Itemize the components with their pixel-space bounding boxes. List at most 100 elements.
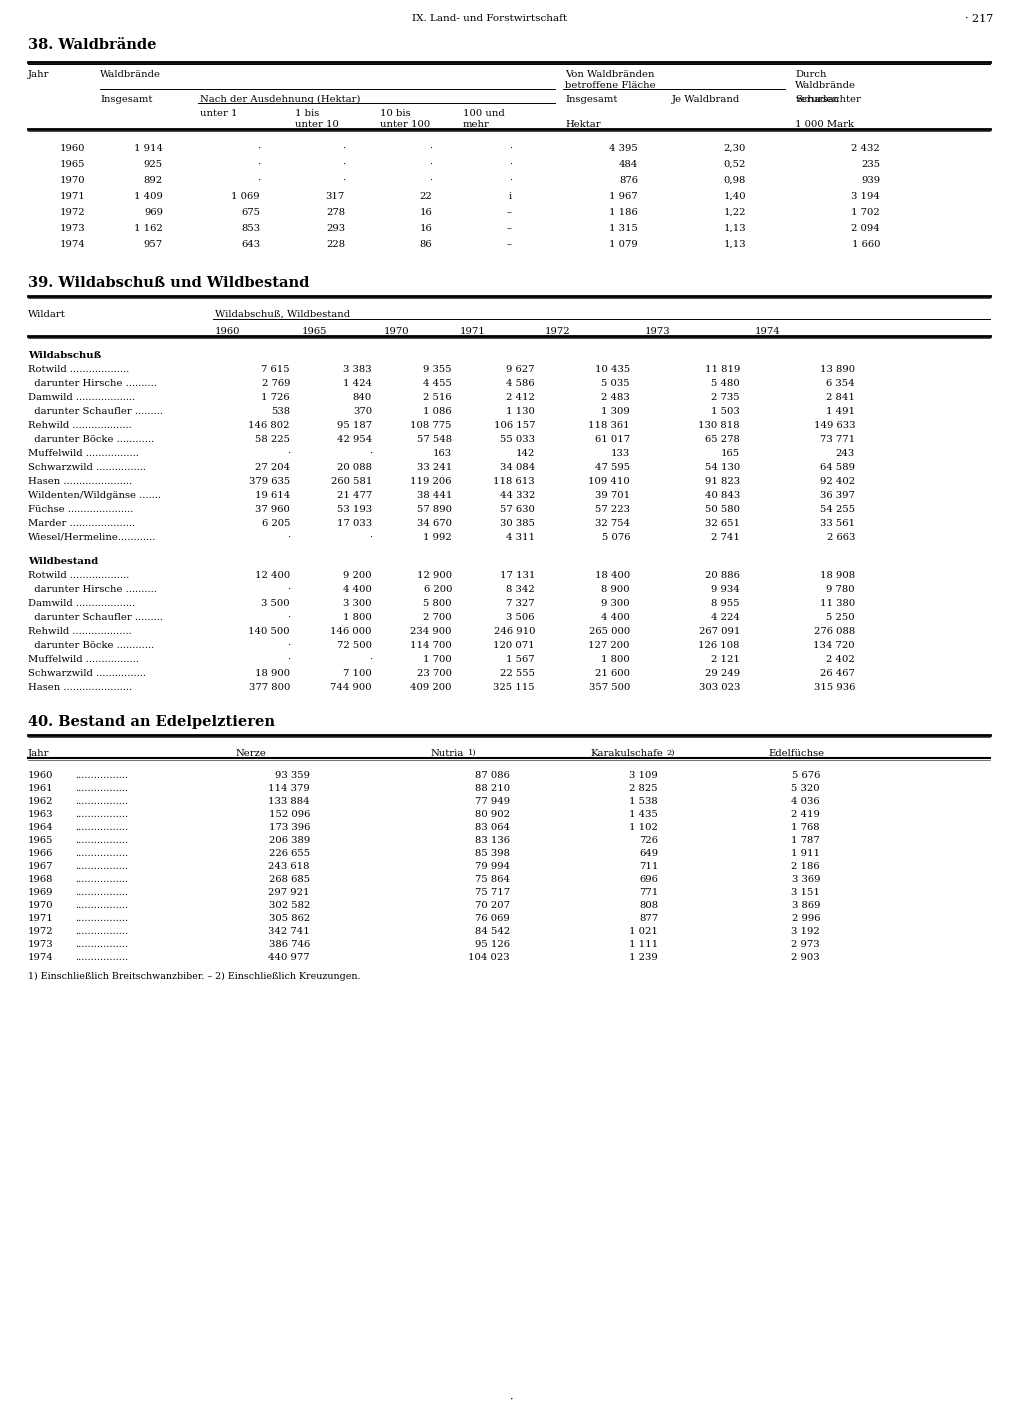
Text: 30 385: 30 385 <box>500 519 535 529</box>
Text: 10 435: 10 435 <box>595 366 630 374</box>
Text: 3 300: 3 300 <box>343 599 372 608</box>
Text: 100 und: 100 und <box>463 109 505 118</box>
Text: 38. Waldbrände: 38. Waldbrände <box>28 38 157 52</box>
Text: 6 354: 6 354 <box>826 378 855 388</box>
Text: Nach der Ausdehnung (Hektar): Nach der Ausdehnung (Hektar) <box>200 95 360 103</box>
Text: 27 204: 27 204 <box>255 463 290 472</box>
Text: 877: 877 <box>639 914 658 922</box>
Text: 3 192: 3 192 <box>792 927 820 937</box>
Text: 133: 133 <box>610 449 630 458</box>
Text: 65 278: 65 278 <box>706 435 740 444</box>
Text: Wildbestand: Wildbestand <box>28 557 98 565</box>
Text: 152 096: 152 096 <box>268 811 310 819</box>
Text: 2 700: 2 700 <box>423 614 452 622</box>
Text: .................: ................. <box>75 771 128 779</box>
Text: 9 300: 9 300 <box>601 599 630 608</box>
Text: 5 676: 5 676 <box>792 771 820 779</box>
Text: 4 586: 4 586 <box>507 378 535 388</box>
Text: Rotwild ...................: Rotwild ................... <box>28 571 129 580</box>
Text: 925: 925 <box>144 160 163 169</box>
Text: 4 395: 4 395 <box>609 145 638 153</box>
Text: Waldbrände: Waldbrände <box>100 69 161 79</box>
Text: ·: · <box>342 145 345 153</box>
Text: 149 633: 149 633 <box>813 421 855 429</box>
Text: 55 033: 55 033 <box>500 435 535 444</box>
Text: 87 086: 87 086 <box>475 771 510 779</box>
Text: 1,13: 1,13 <box>723 224 746 232</box>
Text: 342 741: 342 741 <box>268 927 310 937</box>
Text: 163: 163 <box>433 449 452 458</box>
Text: 1 726: 1 726 <box>261 393 290 402</box>
Text: 278: 278 <box>326 208 345 217</box>
Text: 9 627: 9 627 <box>507 366 535 374</box>
Text: 2): 2) <box>666 750 675 757</box>
Text: 370: 370 <box>353 407 372 417</box>
Text: 1 111: 1 111 <box>629 939 658 949</box>
Text: 1 309: 1 309 <box>601 407 630 417</box>
Text: .................: ................. <box>75 796 128 806</box>
Text: Damwild ...................: Damwild ................... <box>28 599 135 608</box>
Text: 33 241: 33 241 <box>417 463 452 472</box>
Text: 19 614: 19 614 <box>255 492 290 500</box>
Text: .................: ................. <box>75 862 128 871</box>
Text: 20 886: 20 886 <box>706 571 740 580</box>
Text: 1 503: 1 503 <box>712 407 740 417</box>
Text: 75 717: 75 717 <box>475 888 510 897</box>
Text: Füchse .....................: Füchse ..................... <box>28 504 133 514</box>
Text: 17 131: 17 131 <box>500 571 535 580</box>
Text: 243: 243 <box>836 449 855 458</box>
Text: 54 130: 54 130 <box>705 463 740 472</box>
Text: 744 900: 744 900 <box>331 683 372 691</box>
Text: .................: ................. <box>75 954 128 962</box>
Text: .................: ................. <box>75 939 128 949</box>
Text: IX. Land- und Forstwirtschaft: IX. Land- und Forstwirtschaft <box>413 14 567 23</box>
Text: 2 186: 2 186 <box>792 862 820 871</box>
Text: 173 396: 173 396 <box>268 823 310 832</box>
Text: 165: 165 <box>721 449 740 458</box>
Text: 1 315: 1 315 <box>609 224 638 232</box>
Text: 939: 939 <box>861 176 880 186</box>
Text: ·: · <box>369 655 372 665</box>
Text: 4 224: 4 224 <box>711 614 740 622</box>
Text: 70 207: 70 207 <box>475 901 510 910</box>
Text: 1 800: 1 800 <box>601 655 630 665</box>
Text: 127 200: 127 200 <box>589 640 630 650</box>
Text: ·: · <box>257 145 260 153</box>
Text: 265 000: 265 000 <box>589 626 630 636</box>
Text: –: – <box>507 208 512 217</box>
Text: Hasen ......................: Hasen ...................... <box>28 478 132 486</box>
Text: 2 121: 2 121 <box>711 655 740 665</box>
Text: 2 973: 2 973 <box>792 939 820 949</box>
Text: 75 864: 75 864 <box>475 876 510 884</box>
Text: 16: 16 <box>419 224 432 232</box>
Text: .................: ................. <box>75 849 128 859</box>
Text: 726: 726 <box>639 836 658 845</box>
Text: 1971: 1971 <box>28 914 53 922</box>
Text: 7 100: 7 100 <box>343 669 372 677</box>
Text: 80 902: 80 902 <box>475 811 510 819</box>
Text: 6 200: 6 200 <box>424 585 452 594</box>
Text: Schwarzwild ................: Schwarzwild ................ <box>28 669 146 677</box>
Text: 9 780: 9 780 <box>826 585 855 594</box>
Text: 1 435: 1 435 <box>629 811 658 819</box>
Text: 36 397: 36 397 <box>820 492 855 500</box>
Text: 1961: 1961 <box>28 784 53 794</box>
Text: 1974: 1974 <box>755 327 780 336</box>
Text: 76 069: 76 069 <box>475 914 510 922</box>
Text: 3 383: 3 383 <box>343 366 372 374</box>
Text: ·: · <box>287 585 290 594</box>
Text: 235: 235 <box>861 160 880 169</box>
Text: 228: 228 <box>326 239 345 249</box>
Text: 315 936: 315 936 <box>814 683 855 691</box>
Text: .................: ................. <box>75 811 128 819</box>
Text: i: i <box>509 191 512 201</box>
Text: 1 660: 1 660 <box>852 239 880 249</box>
Text: 57 548: 57 548 <box>417 435 452 444</box>
Text: ·: · <box>342 176 345 186</box>
Text: 5 035: 5 035 <box>601 378 630 388</box>
Text: 0,98: 0,98 <box>724 176 746 186</box>
Text: 1 567: 1 567 <box>507 655 535 665</box>
Text: 11 819: 11 819 <box>705 366 740 374</box>
Text: 83 136: 83 136 <box>475 836 510 845</box>
Text: 4 455: 4 455 <box>423 378 452 388</box>
